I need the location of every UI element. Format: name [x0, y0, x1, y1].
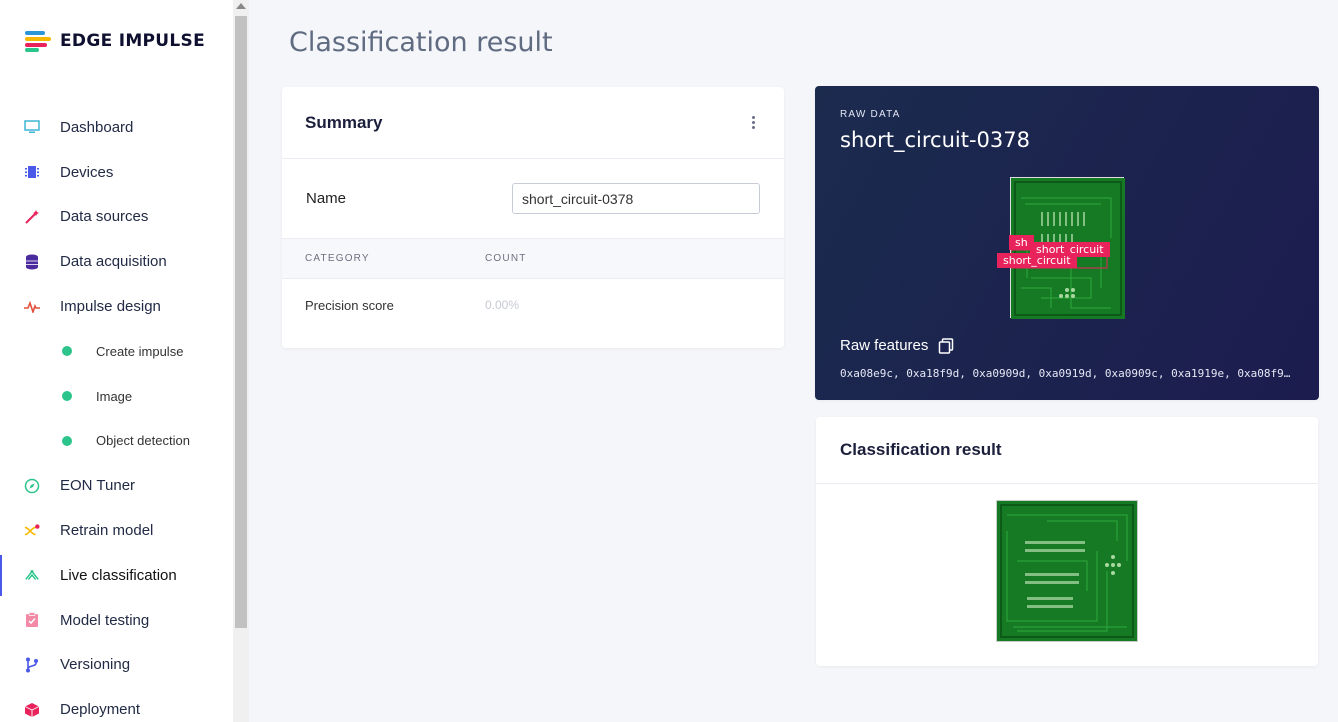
summary-header: Summary: [282, 87, 784, 159]
raw-data-sample-name: short_circuit-0378: [840, 128, 1030, 152]
sidebar-scrollbar[interactable]: [233, 0, 249, 722]
sidebar-item-label: Versioning: [60, 656, 131, 674]
classification-result-header: Classification result: [816, 417, 1318, 484]
sidebar-item-data-acquisition[interactable]: Data acquisition: [0, 239, 233, 284]
sidebar-item-eon-tuner[interactable]: EON Tuner: [0, 463, 233, 508]
box-icon: [24, 702, 40, 718]
sidebar-item-label: Deployment: [60, 701, 141, 719]
sidebar-nav: Dashboard Devices Data sources Data acqu…: [0, 105, 233, 722]
name-label: Name: [306, 190, 347, 207]
bounding-box-label: sh: [1009, 235, 1034, 250]
copy-icon[interactable]: [938, 337, 954, 354]
sidebar-item-live-classification[interactable]: Live classification: [0, 553, 233, 598]
clipboard-check-icon: [24, 612, 40, 628]
sidebar-item-model-testing[interactable]: Model testing: [0, 598, 233, 643]
sidebar-item-object-detection[interactable]: Object detection: [0, 419, 233, 464]
more-options-icon[interactable]: [745, 115, 761, 131]
classification-result-title: Classification result: [840, 440, 1002, 459]
sidebar-item-label: Impulse design: [60, 298, 161, 316]
status-dot-icon: [62, 391, 72, 402]
sidebar-item-impulse-design[interactable]: Impulse design: [0, 284, 233, 329]
magic-wand-icon: [24, 209, 40, 225]
sidebar-item-label: Image: [96, 388, 133, 404]
scroll-up-arrow-icon[interactable]: [236, 3, 246, 9]
column-header-count: COUNT: [485, 253, 527, 264]
classification-result-card: Classification result: [816, 417, 1318, 666]
sidebar-item-label: Devices: [60, 163, 114, 181]
summary-title: Summary: [305, 112, 383, 132]
compass-icon: [24, 478, 40, 494]
sidebar-item-image[interactable]: Image: [0, 374, 233, 419]
status-dot-icon: [62, 346, 72, 357]
raw-features-value: 0xa08e9c, 0xa18f9d, 0xa0909d, 0xa0919d, …: [840, 367, 1295, 380]
sidebar-item-label: Live classification: [60, 566, 177, 584]
sample-name-input[interactable]: [512, 183, 760, 214]
live-classification-icon: [24, 567, 40, 583]
sidebar: EDGE IMPULSE Dashboard Devices Data sour…: [0, 0, 233, 722]
summary-card: Summary Name CATEGORY COUNT Precision sc…: [282, 87, 784, 348]
column-header-category: CATEGORY: [305, 253, 370, 264]
raw-data-card: RAW DATA short_circuit-0378 sh short_cir…: [815, 86, 1319, 400]
logo[interactable]: EDGE IMPULSE: [25, 30, 205, 52]
raw-features-label: Raw features: [840, 337, 954, 354]
result-image: [996, 500, 1138, 642]
monitor-icon: [24, 119, 40, 135]
sidebar-item-dashboard[interactable]: Dashboard: [0, 105, 233, 150]
sidebar-item-label: Object detection: [96, 433, 190, 449]
pulse-icon: [24, 299, 40, 315]
sidebar-item-label: Data sources: [60, 208, 149, 226]
raw-sample-image: sh short_circuit short_circuit: [997, 177, 1125, 319]
bounding-box-label: short_circuit: [997, 253, 1077, 268]
page-title: Classification result: [289, 27, 553, 58]
table-header: CATEGORY COUNT: [282, 239, 784, 279]
sidebar-item-retrain-model[interactable]: Retrain model: [0, 508, 233, 553]
sidebar-item-versioning[interactable]: Versioning: [0, 643, 233, 688]
sidebar-item-label: Retrain model: [60, 522, 154, 540]
raw-features-title: Raw features: [840, 337, 929, 354]
name-row: Name: [282, 159, 784, 239]
sidebar-item-label: Data acquisition: [60, 253, 167, 271]
chip-icon: [24, 164, 40, 180]
pcb-image-icon: [997, 501, 1137, 641]
category-cell: Precision score: [305, 297, 394, 313]
branch-icon: [24, 657, 40, 673]
sidebar-item-label: Create impulse: [96, 343, 184, 359]
sidebar-item-data-sources[interactable]: Data sources: [0, 195, 233, 240]
raw-data-caption: RAW DATA: [840, 109, 901, 120]
logo-text: EDGE IMPULSE: [60, 31, 206, 51]
status-dot-icon: [62, 435, 72, 446]
sidebar-item-label: EON Tuner: [60, 477, 136, 495]
database-icon: [24, 254, 40, 270]
sidebar-item-deployment[interactable]: Deployment: [0, 687, 233, 722]
sidebar-item-label: Dashboard: [60, 118, 134, 136]
count-cell: 0.00%: [485, 298, 520, 312]
sidebar-item-devices[interactable]: Devices: [0, 150, 233, 195]
sidebar-item-create-impulse[interactable]: Create impulse: [0, 329, 233, 374]
sidebar-item-label: Model testing: [60, 611, 150, 629]
scrollbar-thumb[interactable]: [235, 16, 247, 628]
edge-impulse-logo-icon: [25, 30, 53, 52]
table-row: Precision score 0.00%: [282, 279, 784, 331]
shuffle-icon: [24, 523, 40, 539]
